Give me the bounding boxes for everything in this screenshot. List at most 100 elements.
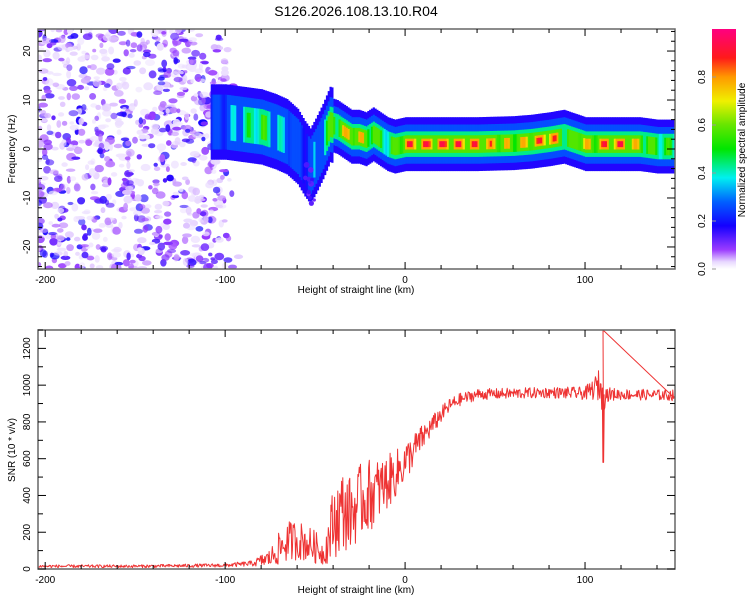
- noise-blob: [116, 112, 127, 117]
- ridge-segment: [406, 141, 410, 148]
- noise-blob: [215, 204, 224, 209]
- noise-blob: [65, 57, 71, 65]
- noise-blob: [39, 176, 49, 181]
- y-tick-label: 0: [22, 146, 33, 152]
- ridge-segment: [268, 111, 271, 148]
- ridge-segment: [487, 138, 491, 150]
- ridge-segment: [390, 136, 393, 155]
- ridge-segment: [252, 107, 255, 144]
- ridge-segment: [540, 137, 543, 144]
- noise-blob: [202, 231, 210, 237]
- ridge-segment: [412, 138, 415, 150]
- ridge-segment: [536, 138, 539, 144]
- ridge-segment: [558, 128, 561, 147]
- noise-blob: [64, 231, 74, 239]
- ridge-segment: [653, 137, 656, 155]
- noise-blob: [66, 187, 71, 194]
- ridge-segment: [212, 94, 215, 150]
- noise-blob: [50, 29, 55, 33]
- ridge-segment: [630, 135, 633, 153]
- noise-blob: [100, 207, 106, 214]
- noise-blob: [51, 146, 59, 151]
- noise-blob: [221, 219, 228, 223]
- noise-blob: [184, 112, 190, 120]
- noise-blob: [151, 187, 159, 195]
- spectrogram-x-ticks: -200 -100 0 100: [35, 29, 658, 286]
- noise-blob: [114, 120, 124, 126]
- noise-blob: [181, 176, 189, 181]
- noise-blob: [136, 44, 143, 52]
- noise-blob: [52, 72, 62, 77]
- ridge-segment: [352, 127, 356, 146]
- ridge-segment: [392, 137, 395, 155]
- noise-blob: [123, 195, 133, 204]
- ridge-segment: [216, 94, 219, 150]
- noise-blob: [143, 51, 151, 58]
- ridge-segment: [370, 126, 374, 145]
- noise-blob: [163, 218, 172, 225]
- noise-blob: [209, 81, 217, 85]
- ridge-segment: [345, 127, 348, 139]
- ridge-segment: [403, 135, 406, 154]
- ridge-segment: [442, 141, 446, 148]
- noise-blob: [66, 92, 72, 101]
- noise-blob: [122, 259, 130, 267]
- noise-blob: [43, 143, 53, 151]
- ridge-segment: [586, 138, 589, 150]
- noise-blob: [128, 263, 134, 269]
- noise-blob: [208, 209, 214, 215]
- noise-blob: [138, 134, 147, 140]
- noise-blob: [148, 70, 157, 79]
- noise-blob: [154, 215, 164, 219]
- ridge-segment: [271, 103, 275, 159]
- noise-blob: [78, 117, 84, 125]
- noise-blob: [191, 49, 201, 57]
- ridge-segment: [311, 135, 314, 191]
- noise-blob: [133, 210, 142, 216]
- noise-blob: [125, 140, 131, 147]
- spectrogram-signal-ridge: [209, 84, 675, 206]
- ridge-segment: [480, 135, 483, 153]
- noise-blob: [179, 71, 184, 75]
- ridge-segment: [552, 135, 555, 142]
- ridge-segment: [342, 125, 345, 136]
- ridge-segment: [561, 124, 564, 150]
- noise-blob: [172, 181, 182, 187]
- noise-blob: [149, 241, 156, 246]
- noise-blob: [212, 198, 218, 202]
- noise-blob: [210, 44, 219, 51]
- noise-blob: [102, 86, 108, 92]
- ridge-segment: [295, 117, 298, 173]
- ridge-segment: [532, 132, 535, 151]
- ridge-segment: [541, 134, 544, 146]
- ridge-segment: [309, 138, 312, 194]
- ridge-segment: [324, 119, 327, 156]
- ridge-segment: [509, 134, 512, 152]
- x-tick-label: -100: [215, 575, 235, 586]
- noise-blob: [186, 264, 195, 269]
- ridge-segment: [513, 134, 516, 152]
- noise-blob: [188, 129, 197, 135]
- ridge-segment: [527, 133, 530, 151]
- noise-blob: [38, 156, 43, 163]
- noise-blob: [153, 166, 161, 172]
- noise-blob: [90, 183, 96, 191]
- colorbar-label: Normalized spectral amplitude: [737, 82, 748, 217]
- ridge-segment: [331, 112, 334, 138]
- noise-blob: [38, 140, 44, 148]
- noise-blob: [112, 226, 121, 235]
- ridge-segment: [514, 134, 518, 152]
- ridge-segment: [424, 141, 428, 148]
- ridge-segment: [491, 138, 494, 150]
- noise-blob: [200, 243, 210, 252]
- ridge-segment: [333, 116, 336, 135]
- noise-blob: [61, 162, 68, 167]
- noise-blob: [66, 244, 74, 252]
- noise-blob: [116, 129, 122, 135]
- ridge-segment: [244, 106, 248, 143]
- ridge-segment: [354, 127, 357, 146]
- noise-blob: [144, 204, 152, 209]
- ridge-segment: [221, 94, 224, 150]
- ridge-dip-speck: [307, 195, 312, 200]
- ridge-segment: [648, 136, 651, 155]
